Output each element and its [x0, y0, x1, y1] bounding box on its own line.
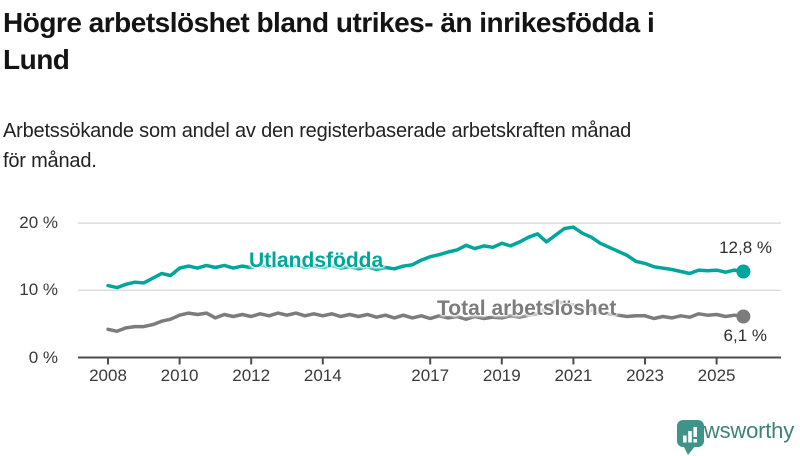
- title-line-1: Högre arbetslöshet bland utrikes- än inr…: [3, 7, 655, 38]
- x-axis-label: 2021: [554, 366, 593, 385]
- series-end-dot-0: [736, 264, 751, 279]
- title-line-2: Lund: [3, 44, 70, 75]
- x-axis-label: 2025: [697, 366, 736, 385]
- x-axis-label: 2012: [232, 366, 271, 385]
- series-line-1: [106, 299, 746, 334]
- x-axis-label: 2019: [482, 366, 521, 385]
- chart-subtitle: Arbetssökande som andel av den registerb…: [3, 116, 795, 176]
- series-line-0: [106, 225, 746, 290]
- x-axis-label: 2008: [89, 366, 127, 385]
- end-value-label-utlandsfodda: 12,8 %: [719, 238, 772, 257]
- series-end-dot-1: [736, 309, 751, 324]
- series-label-utlandsfodda: Utlandsfödda: [249, 249, 384, 272]
- subtitle-line-1: Arbetssökande som andel av den registerb…: [3, 120, 632, 142]
- y-axis-label: 10 %: [19, 280, 58, 300]
- subtitle-line-2: för månad.: [3, 150, 97, 172]
- series-label-total-arbetsloshet: Total arbetslöshet: [437, 297, 617, 320]
- newsworthy-branding: Newsworthy: [676, 418, 794, 455]
- newsworthy-logo-icon: [677, 420, 705, 455]
- y-axis-label: 0 %: [28, 347, 58, 367]
- end-value-label-total: 6,1 %: [723, 326, 767, 345]
- x-axis-label: 2017: [411, 366, 450, 385]
- x-axis-label: 2014: [303, 366, 342, 385]
- x-axis-label: 2010: [160, 366, 199, 385]
- x-axis-label: 2023: [626, 366, 664, 385]
- y-axis-label: 20 %: [19, 213, 58, 233]
- page-title: Högre arbetslöshet bland utrikes- än inr…: [3, 4, 795, 78]
